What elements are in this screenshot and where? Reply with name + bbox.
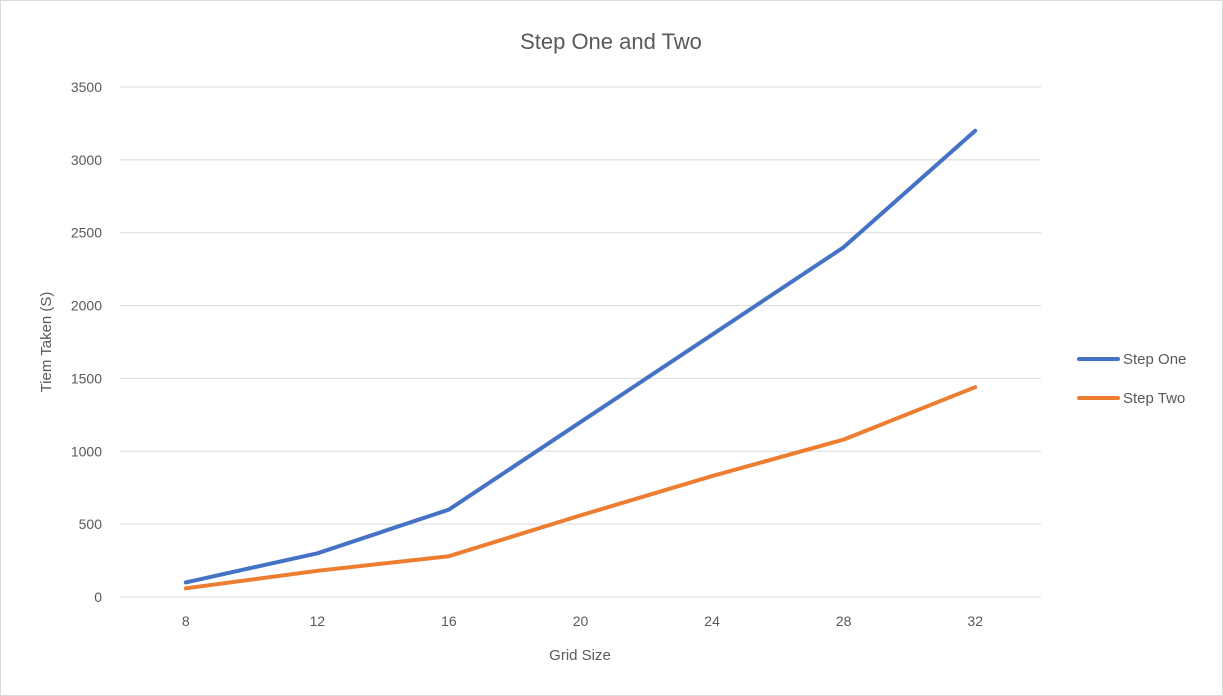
y-tick-label: 2500 [71, 225, 102, 241]
y-tick-label: 1500 [71, 370, 102, 386]
series-line-1 [183, 128, 978, 585]
x-tick-label: 32 [967, 613, 983, 629]
x-tick-label: 28 [836, 613, 852, 629]
gridlines [120, 86, 1041, 598]
legend-label: Step Two [1123, 390, 1185, 407]
series-lines [183, 128, 978, 591]
x-tick-label: 8 [182, 613, 190, 629]
x-tick-label: 16 [441, 613, 457, 629]
y-tick-label: 0 [94, 589, 102, 605]
x-tick-label: 20 [573, 613, 589, 629]
x-tick-label: 12 [310, 613, 326, 629]
y-tick-label: 3000 [71, 152, 102, 168]
y-tick-label: 3500 [71, 79, 102, 95]
x-axis-label: Grid Size [549, 647, 611, 664]
y-axis-ticks: 0 500 1000 1500 2000 2500 3000 3500 [71, 79, 102, 605]
series-line-2 [183, 385, 978, 591]
y-tick-label: 500 [79, 516, 103, 532]
y-tick-label: 2000 [71, 298, 102, 314]
x-tick-label: 24 [704, 613, 720, 629]
chart-title: Step One and Two [520, 29, 702, 54]
y-tick-label: 1000 [71, 443, 102, 459]
x-axis-ticks: 8 12 16 20 24 28 32 [182, 613, 983, 629]
y-axis-label: Tiem Taken (S) [38, 292, 55, 393]
legend-label: Step One [1123, 351, 1186, 368]
legend: Step One Step Two [1077, 351, 1186, 407]
